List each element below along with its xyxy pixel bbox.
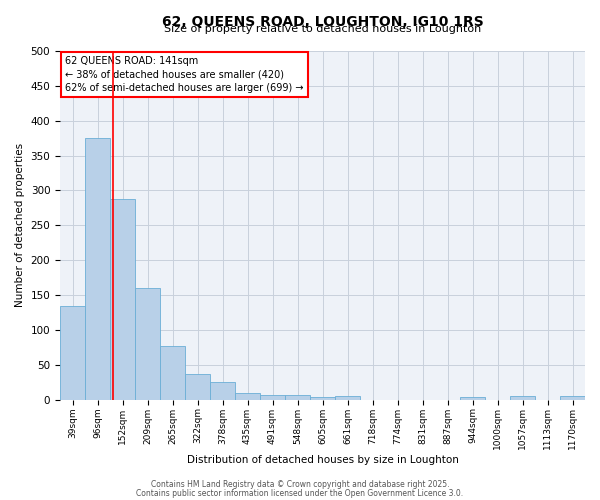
Bar	[260, 395, 285, 400]
Title: 62, QUEENS ROAD, LOUGHTON, IG10 1RS: 62, QUEENS ROAD, LOUGHTON, IG10 1RS	[161, 15, 484, 29]
X-axis label: Distribution of detached houses by size in Loughton: Distribution of detached houses by size …	[187, 455, 458, 465]
Bar	[185, 374, 210, 400]
Bar	[335, 396, 360, 400]
Bar	[285, 395, 310, 400]
Bar	[60, 306, 85, 400]
Bar	[210, 382, 235, 400]
Text: Contains HM Land Registry data © Crown copyright and database right 2025.: Contains HM Land Registry data © Crown c…	[151, 480, 449, 489]
Bar	[460, 397, 485, 400]
Text: Size of property relative to detached houses in Loughton: Size of property relative to detached ho…	[164, 24, 481, 34]
Text: Contains public sector information licensed under the Open Government Licence 3.: Contains public sector information licen…	[136, 488, 464, 498]
Bar	[510, 396, 535, 400]
Text: 62 QUEENS ROAD: 141sqm
← 38% of detached houses are smaller (420)
62% of semi-de: 62 QUEENS ROAD: 141sqm ← 38% of detached…	[65, 56, 304, 92]
Bar	[85, 138, 110, 400]
Y-axis label: Number of detached properties: Number of detached properties	[15, 144, 25, 308]
Bar	[235, 392, 260, 400]
Bar	[560, 396, 585, 400]
Bar	[310, 397, 335, 400]
Bar	[135, 288, 160, 400]
Bar	[110, 199, 135, 400]
Bar	[160, 346, 185, 400]
